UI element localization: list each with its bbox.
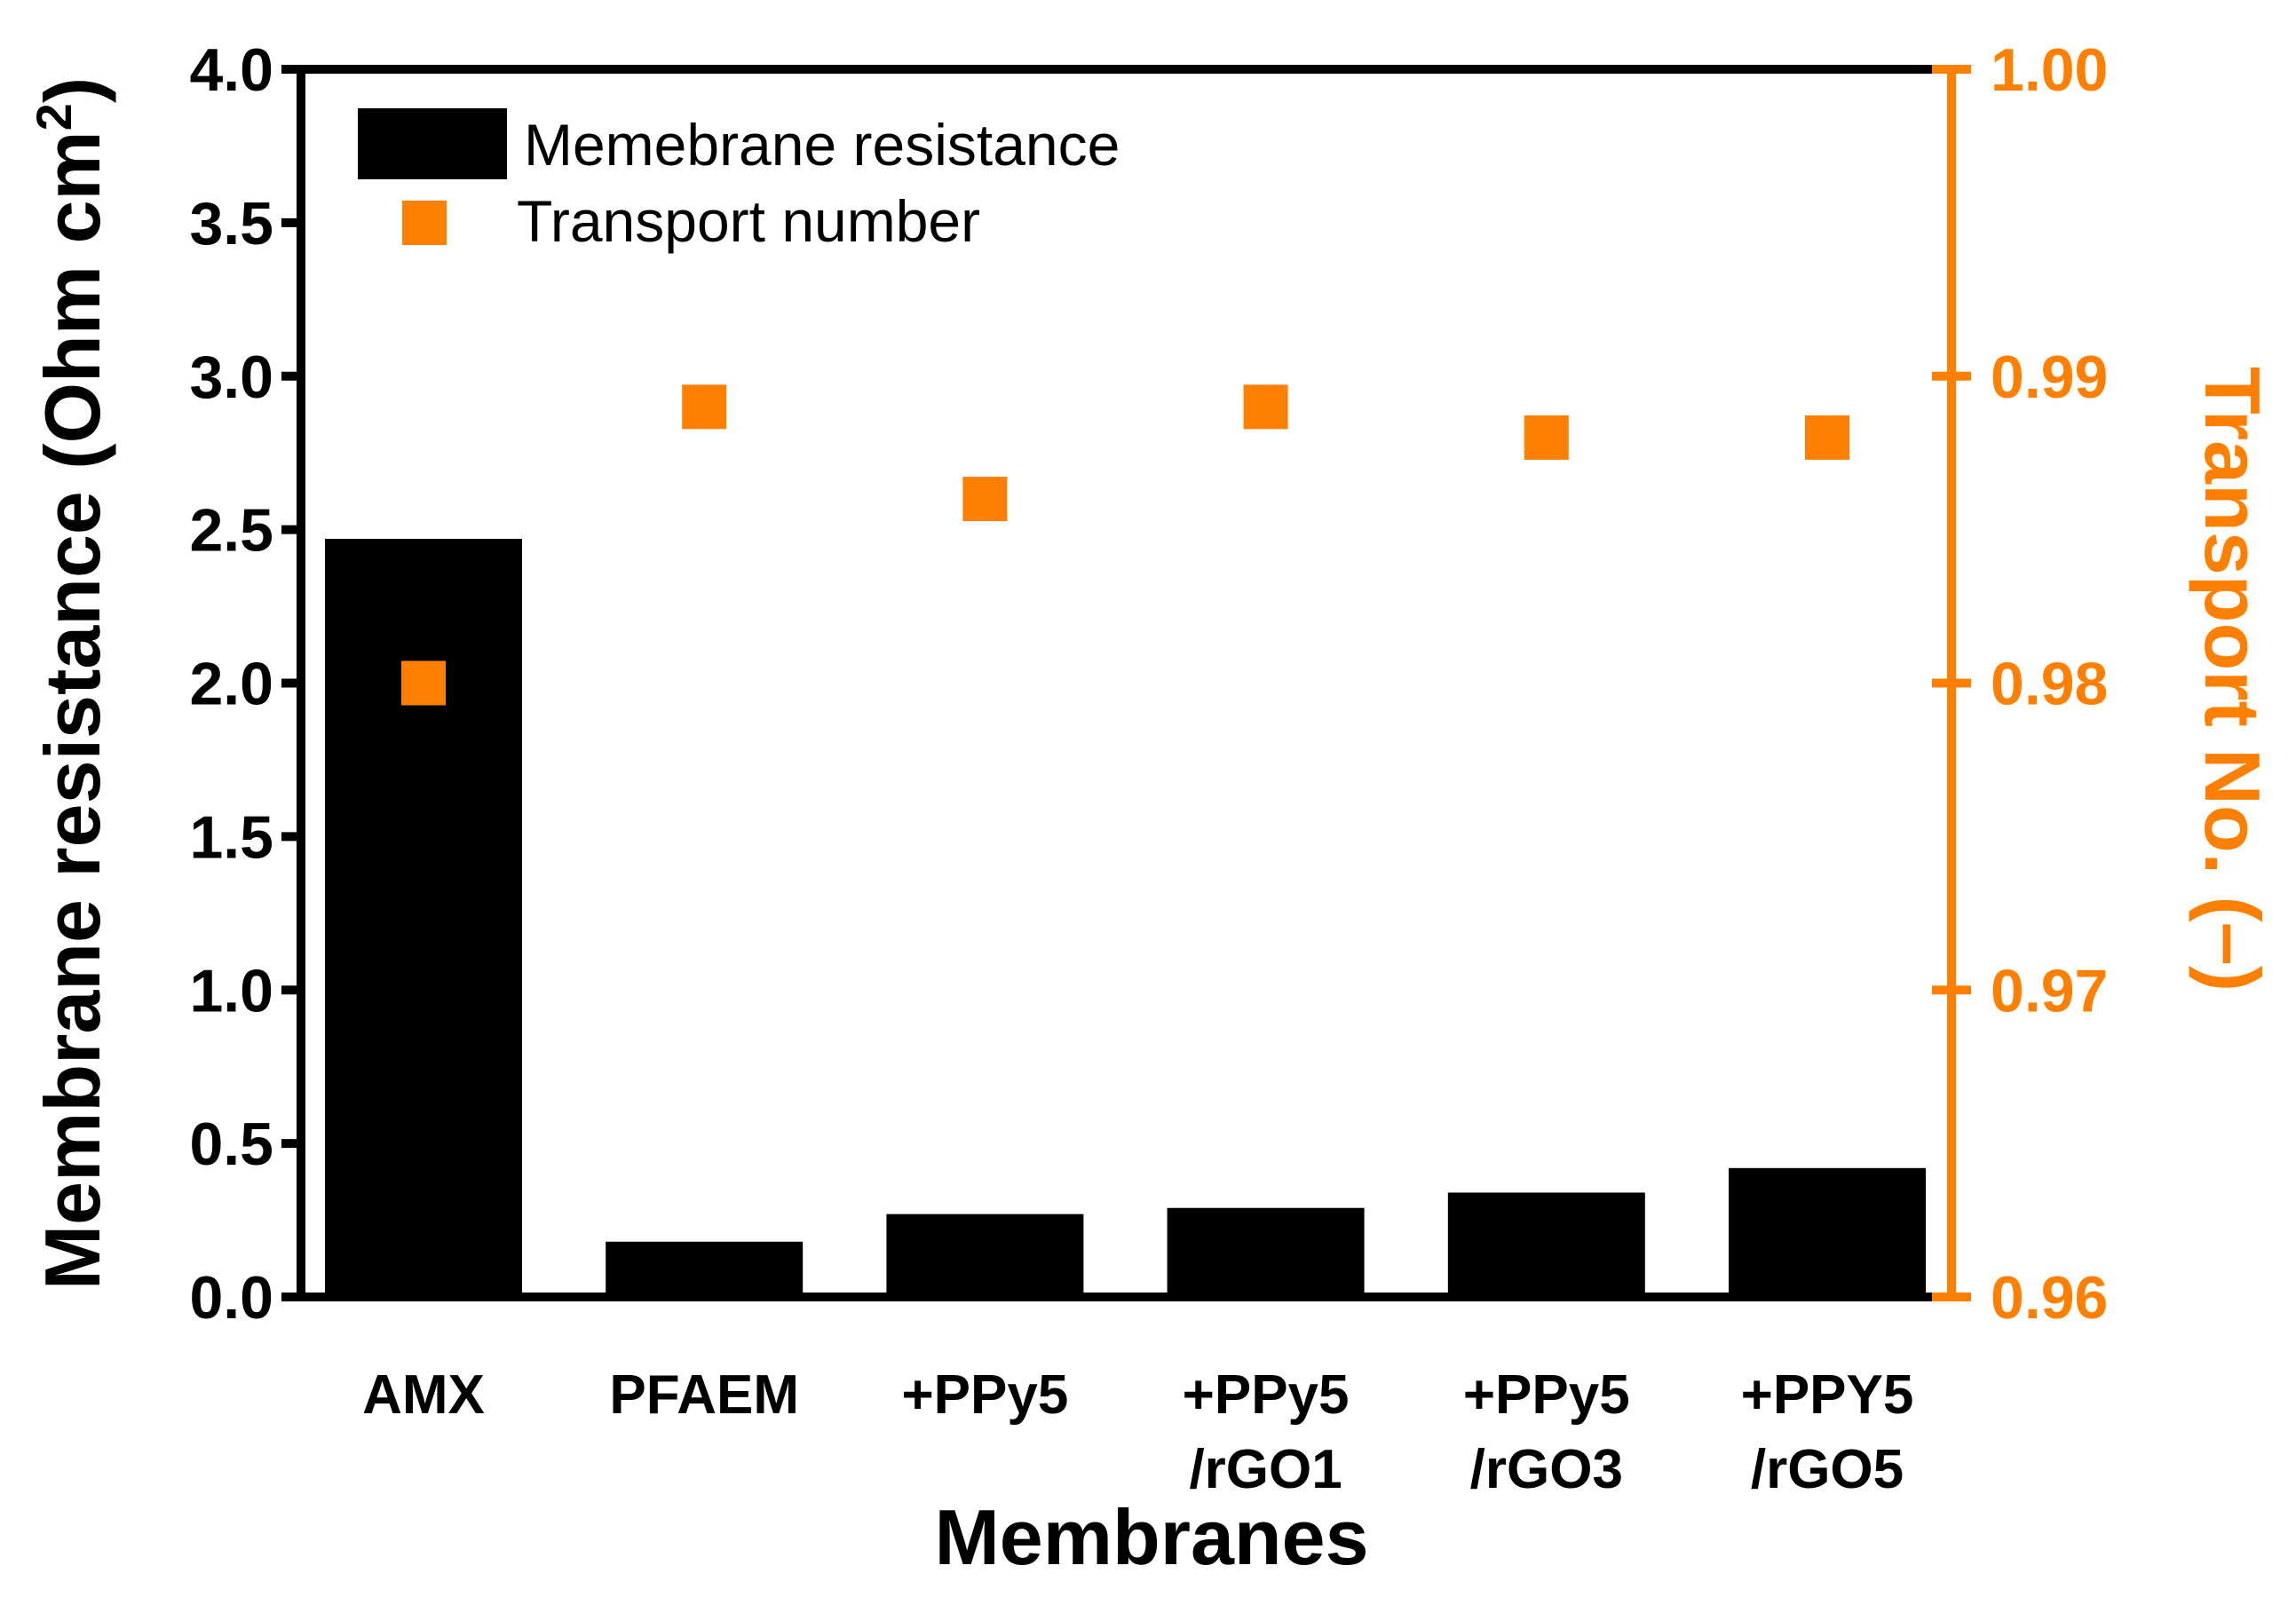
x-category-label-3-0: +PPy5 <box>1183 1364 1350 1426</box>
point-4 <box>1524 415 1569 460</box>
point-2 <box>962 477 1008 522</box>
point-1 <box>682 384 727 430</box>
bar-4 <box>1447 1192 1645 1297</box>
left-tick-label-0: 0.0 <box>189 1264 273 1332</box>
y-axis-left-title-main: Membrane resistance (Ohm cm <box>28 130 116 1290</box>
legend-bar-swatch <box>358 108 507 179</box>
right-tick-label-4: 1.00 <box>1991 36 2108 104</box>
left-tick-label-3: 1.5 <box>189 803 273 871</box>
right-tick-label-1: 0.97 <box>1991 957 2108 1024</box>
left-tick-label-4: 2.0 <box>189 651 273 718</box>
x-category-label-5-0: +PPY5 <box>1741 1364 1914 1426</box>
left-ticks-group: 0.0 0.5 1.0 1.5 2.0 2.5 3.0 3.5 4.0 <box>189 36 301 1332</box>
x-category-label-3-1: /rGO1 <box>1189 1439 1342 1500</box>
bar-1 <box>606 1241 804 1297</box>
y-axis-left-title-close: ) <box>28 77 116 103</box>
y-axis-right-title: Transport No. (–) <box>2189 367 2276 992</box>
left-tick-label-7: 3.5 <box>189 190 273 257</box>
y-axis-left-title-sup: 2 <box>26 103 82 130</box>
left-tick-label-8: 4.0 <box>189 36 273 104</box>
legend-bar-label: Memebrane resistance <box>524 112 1120 178</box>
legend-point-label: Transport number <box>517 188 980 254</box>
right-tick-label-3: 0.99 <box>1991 344 2108 411</box>
point-5 <box>1805 415 1849 460</box>
bars-group <box>325 538 1926 1297</box>
right-tick-label-2: 0.98 <box>1991 651 2108 718</box>
legend: Memebrane resistance Transport number <box>358 108 1120 254</box>
bar-2 <box>886 1214 1084 1297</box>
legend-point-swatch <box>402 201 447 245</box>
left-tick-label-1: 0.5 <box>189 1111 273 1178</box>
left-tick-label-5: 2.5 <box>189 497 273 565</box>
y-axis-left-title: Membrane resistance (Ohm cm2) <box>26 77 116 1290</box>
point-3 <box>1243 384 1288 430</box>
x-category-label-2-0: +PPy5 <box>901 1364 1068 1426</box>
right-tick-label-0: 0.96 <box>1991 1264 2108 1332</box>
x-categories-group: AMX PFAEM +PPy5 +PPy5/rGO1 +PPy5/rGO3 +PPY5/r… <box>362 1364 1913 1500</box>
x-category-label-4-1: /rGO3 <box>1470 1439 1623 1500</box>
bar-3 <box>1167 1207 1365 1297</box>
left-tick-label-2: 1.0 <box>189 957 273 1024</box>
bar-5 <box>1729 1167 1926 1297</box>
bar-0 <box>325 538 522 1297</box>
x-axis-title: Membranes <box>934 1493 1368 1581</box>
x-category-label-4-0: +PPy5 <box>1463 1364 1630 1426</box>
x-category-label-5-1: /rGO5 <box>1751 1439 1904 1500</box>
point-0 <box>401 660 446 706</box>
left-tick-label-6: 3.0 <box>189 344 273 411</box>
x-category-label-0-0: AMX <box>362 1364 485 1426</box>
points-group <box>401 384 1849 706</box>
x-category-label-1-0: PFAEM <box>609 1364 799 1426</box>
right-ticks-group: 0.96 0.97 0.98 0.99 1.00 <box>1932 36 2108 1332</box>
